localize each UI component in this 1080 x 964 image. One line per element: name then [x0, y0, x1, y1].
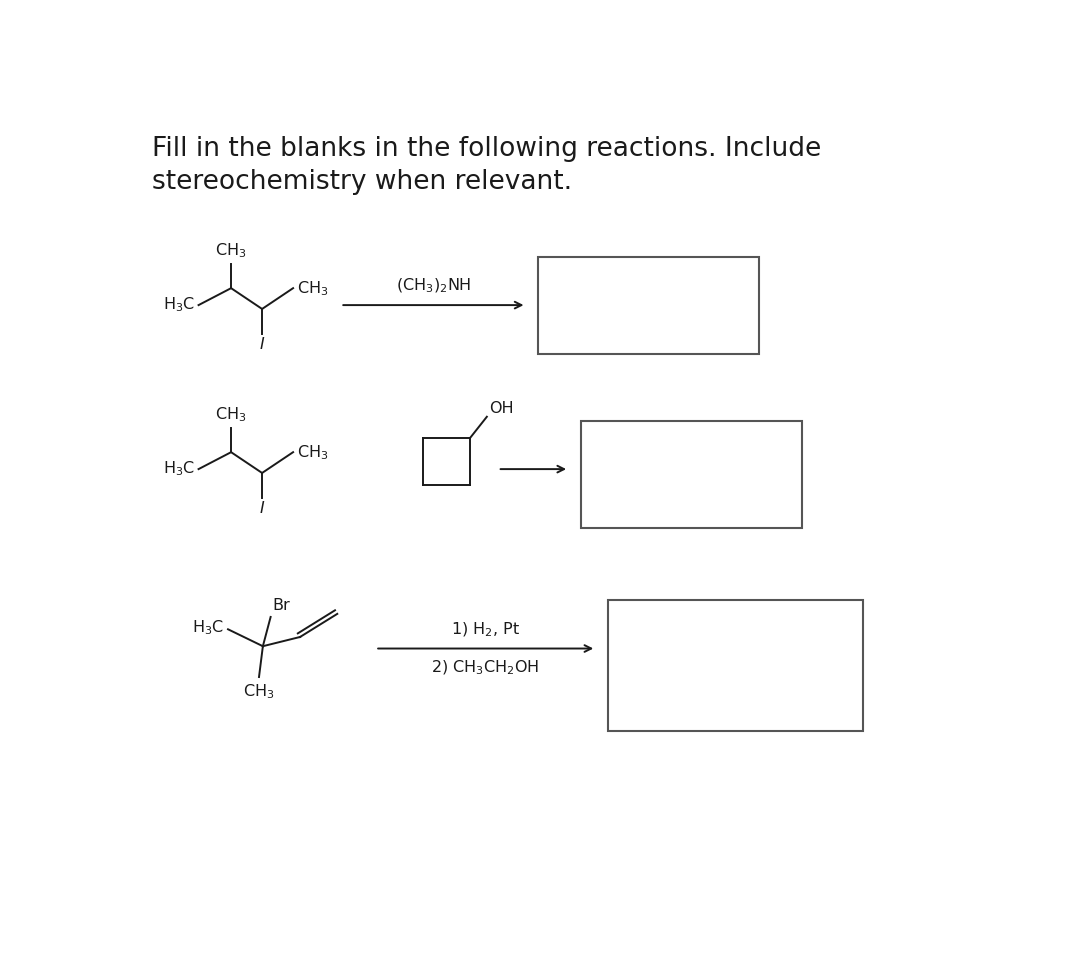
Text: CH$_3$: CH$_3$ — [243, 683, 274, 701]
Text: CH$_3$: CH$_3$ — [297, 279, 328, 298]
Text: (CH$_3$)$_2$NH: (CH$_3$)$_2$NH — [396, 277, 471, 295]
Text: I: I — [259, 501, 265, 517]
Text: Br: Br — [272, 598, 289, 613]
Bar — [608, 600, 864, 731]
Text: Fill in the blanks in the following reactions. Include: Fill in the blanks in the following reac… — [152, 136, 821, 162]
Text: I: I — [259, 337, 265, 353]
Text: CH$_3$: CH$_3$ — [215, 405, 247, 424]
Text: CH$_3$: CH$_3$ — [215, 241, 247, 259]
Text: OH: OH — [489, 401, 514, 416]
Text: H$_3$C: H$_3$C — [163, 296, 194, 314]
Text: H$_3$C: H$_3$C — [192, 618, 225, 637]
Text: 2) CH$_3$CH$_2$OH: 2) CH$_3$CH$_2$OH — [431, 658, 540, 677]
Bar — [538, 257, 759, 354]
Text: stereochemistry when relevant.: stereochemistry when relevant. — [152, 169, 572, 195]
Text: CH$_3$: CH$_3$ — [297, 442, 328, 462]
Bar — [581, 420, 801, 528]
Text: 1) H$_2$, Pt: 1) H$_2$, Pt — [451, 620, 521, 638]
Text: H$_3$C: H$_3$C — [163, 460, 194, 478]
